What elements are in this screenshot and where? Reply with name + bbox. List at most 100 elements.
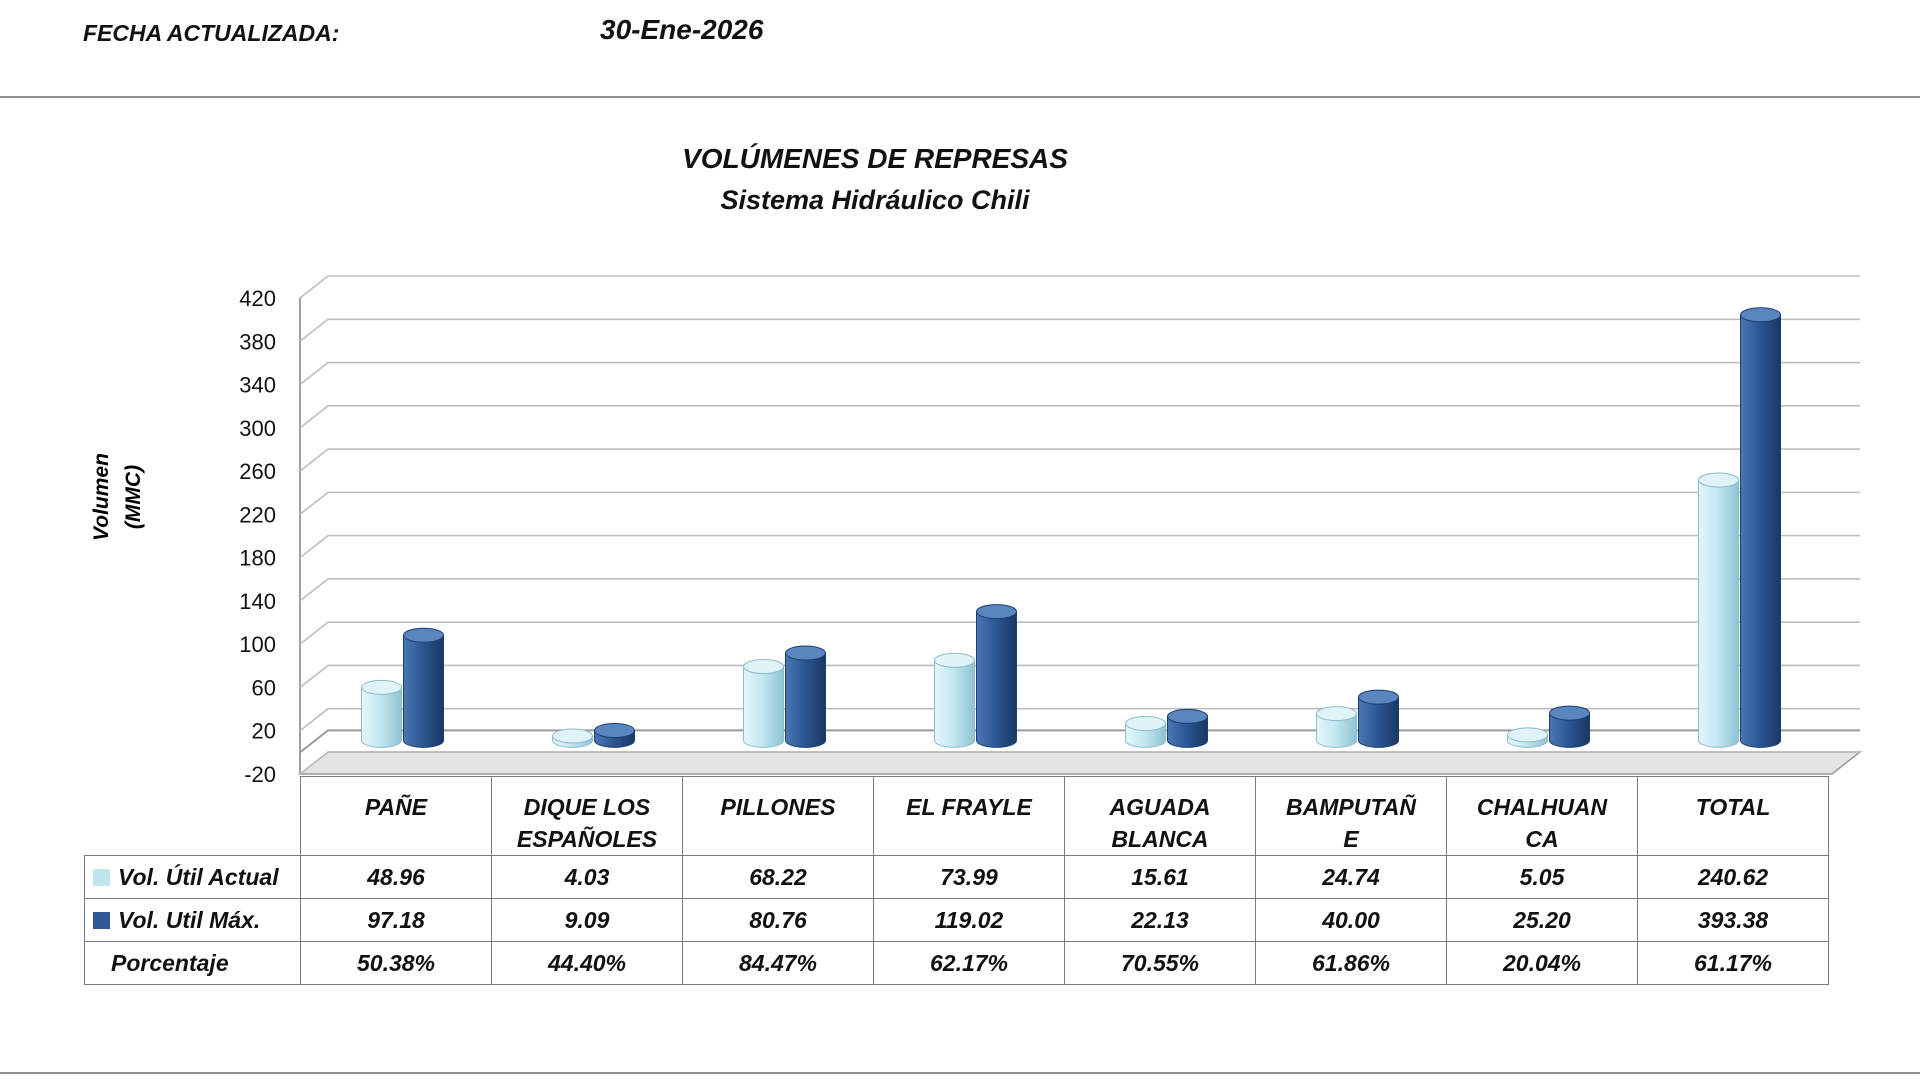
category-header: TOTAL <box>1637 776 1829 856</box>
legend-swatch-max <box>93 911 110 929</box>
chart-floor <box>297 751 1863 775</box>
top-divider <box>0 96 1920 98</box>
bar <box>552 728 593 748</box>
value-cell-percent: 84.47% <box>682 941 874 985</box>
value-cell-max: 22.13 <box>1064 898 1256 942</box>
value-cell-percent: 20.04% <box>1446 941 1638 985</box>
chart-subtitle: Sistema Hidráulico Chili <box>720 185 1030 215</box>
value-cell-actual: 24.74 <box>1255 855 1447 899</box>
category-header: PAÑE <box>300 776 492 856</box>
category-header: PILLONES <box>682 776 874 856</box>
y-tick-label: 100 <box>239 632 276 657</box>
category-label-line: PILLONES <box>720 794 836 820</box>
bar <box>361 679 402 748</box>
gridline <box>299 361 1860 386</box>
value-cell-percent: 61.17% <box>1637 941 1829 985</box>
bar <box>743 659 784 748</box>
category-label-line: CA <box>1525 826 1559 852</box>
y-tick-label: 60 <box>252 675 276 700</box>
category-label-line: EL FRAYLE <box>906 794 1032 820</box>
gridline <box>299 275 1860 299</box>
y-tick-label: 260 <box>239 459 276 484</box>
bar <box>594 723 635 748</box>
bar <box>1125 715 1166 748</box>
y-tick-label: 180 <box>239 546 276 571</box>
bar <box>785 645 826 748</box>
bar <box>403 627 444 748</box>
bar <box>976 604 1017 748</box>
value-cell-percent: 44.40% <box>491 941 683 985</box>
category-label-line: BAMPUTAÑ <box>1286 794 1416 820</box>
gridline <box>299 621 1860 645</box>
value-cell-max: 119.02 <box>873 898 1065 942</box>
value-cell-actual: 240.62 <box>1637 855 1829 899</box>
legend-label-max: Vol. Util Máx. <box>118 906 261 933</box>
bars <box>361 307 1781 748</box>
value-cell-max: 80.76 <box>682 898 874 942</box>
zero-baseline <box>299 729 1860 754</box>
bar <box>1740 307 1781 748</box>
value-cell-actual: 73.99 <box>873 855 1065 899</box>
y-tick-label: 300 <box>239 416 276 441</box>
gridline <box>299 707 1860 732</box>
y-tick-label: 340 <box>239 373 276 398</box>
category-label-line: CHALHUAN <box>1476 794 1608 820</box>
y-axis-label-line1: Volumen <box>90 453 113 541</box>
value-cell-actual: 5.05 <box>1446 855 1638 899</box>
category-label-line: TOTAL <box>1695 794 1771 820</box>
value-cell-percent: 70.55% <box>1064 941 1256 985</box>
bar <box>934 652 975 748</box>
table-row-actual: Vol. Útil Actual 48.96 4.03 68.22 73.99 15.6… <box>84 855 1829 899</box>
gridline <box>299 664 1860 689</box>
category-header: BAMPUTAÑ E <box>1255 776 1447 856</box>
category-label-line: BLANCA <box>1111 826 1209 852</box>
gridline <box>299 491 1860 515</box>
category-label-line: DIQUE LOS <box>523 794 651 820</box>
y-tick-label: 140 <box>239 589 276 614</box>
y-tick-label: 420 <box>239 286 276 311</box>
gridline <box>299 405 1860 429</box>
y-axis-label: Volumen (MMC) <box>90 453 145 541</box>
bar <box>1316 706 1357 748</box>
table-row-max: Vol. Util Máx. 97.18 9.09 80.76 119.02 22.13… <box>84 898 1829 942</box>
grid <box>297 275 1863 775</box>
bar <box>1167 708 1208 748</box>
table-header-row: PAÑE DIQUE LOS ESPAÑOLES PILLONES EL FRAYLE A… <box>84 776 1829 856</box>
bar <box>1358 689 1399 748</box>
category-header: AGUADA BLANCA <box>1064 776 1256 856</box>
table-corner <box>84 776 301 856</box>
category-header: DIQUE LOS ESPAÑOLES <box>491 776 683 856</box>
category-label-line: E <box>1343 826 1359 852</box>
value-cell-actual: 4.03 <box>491 855 683 899</box>
date-value: 30-Ene-2026 <box>600 14 764 45</box>
y-tick-label: 220 <box>239 502 276 527</box>
category-label-line: AGUADA <box>1109 794 1211 820</box>
legend-actual: Vol. Útil Actual <box>84 855 301 899</box>
chart-title: VOLÚMENES DE REPRESAS <box>682 143 1068 174</box>
legend-swatch-actual <box>93 868 110 886</box>
value-cell-actual: 15.61 <box>1064 855 1256 899</box>
bar <box>1549 705 1590 748</box>
bar <box>1698 472 1739 748</box>
value-cell-max: 97.18 <box>300 898 492 942</box>
gridline <box>299 448 1860 472</box>
table-row-percent: Porcentaje 50.38% 44.40% 84.47% 62.17% 70.55… <box>84 941 1829 985</box>
legend-max: Vol. Util Máx. <box>84 898 301 942</box>
category-label-line: ESPAÑOLES <box>516 826 658 852</box>
bottom-divider <box>0 1072 1920 1074</box>
value-cell-max: 393.38 <box>1637 898 1829 942</box>
value-cell-actual: 48.96 <box>300 855 492 899</box>
value-cell-percent: 50.38% <box>300 941 492 985</box>
value-cell-max: 9.09 <box>491 898 683 942</box>
y-tick-label: 380 <box>239 329 276 354</box>
y-axis-label-line2: (MMC) <box>122 465 145 529</box>
legend-label-actual: Vol. Útil Actual <box>118 863 279 890</box>
value-cell-percent: 61.86% <box>1255 941 1447 985</box>
gridline <box>299 318 1860 342</box>
data-table: PAÑE DIQUE LOS ESPAÑOLES PILLONES EL FRAYLE A… <box>84 776 1829 985</box>
value-cell-actual: 68.22 <box>682 855 874 899</box>
value-cell-max: 40.00 <box>1255 898 1447 942</box>
bar <box>1507 727 1548 748</box>
